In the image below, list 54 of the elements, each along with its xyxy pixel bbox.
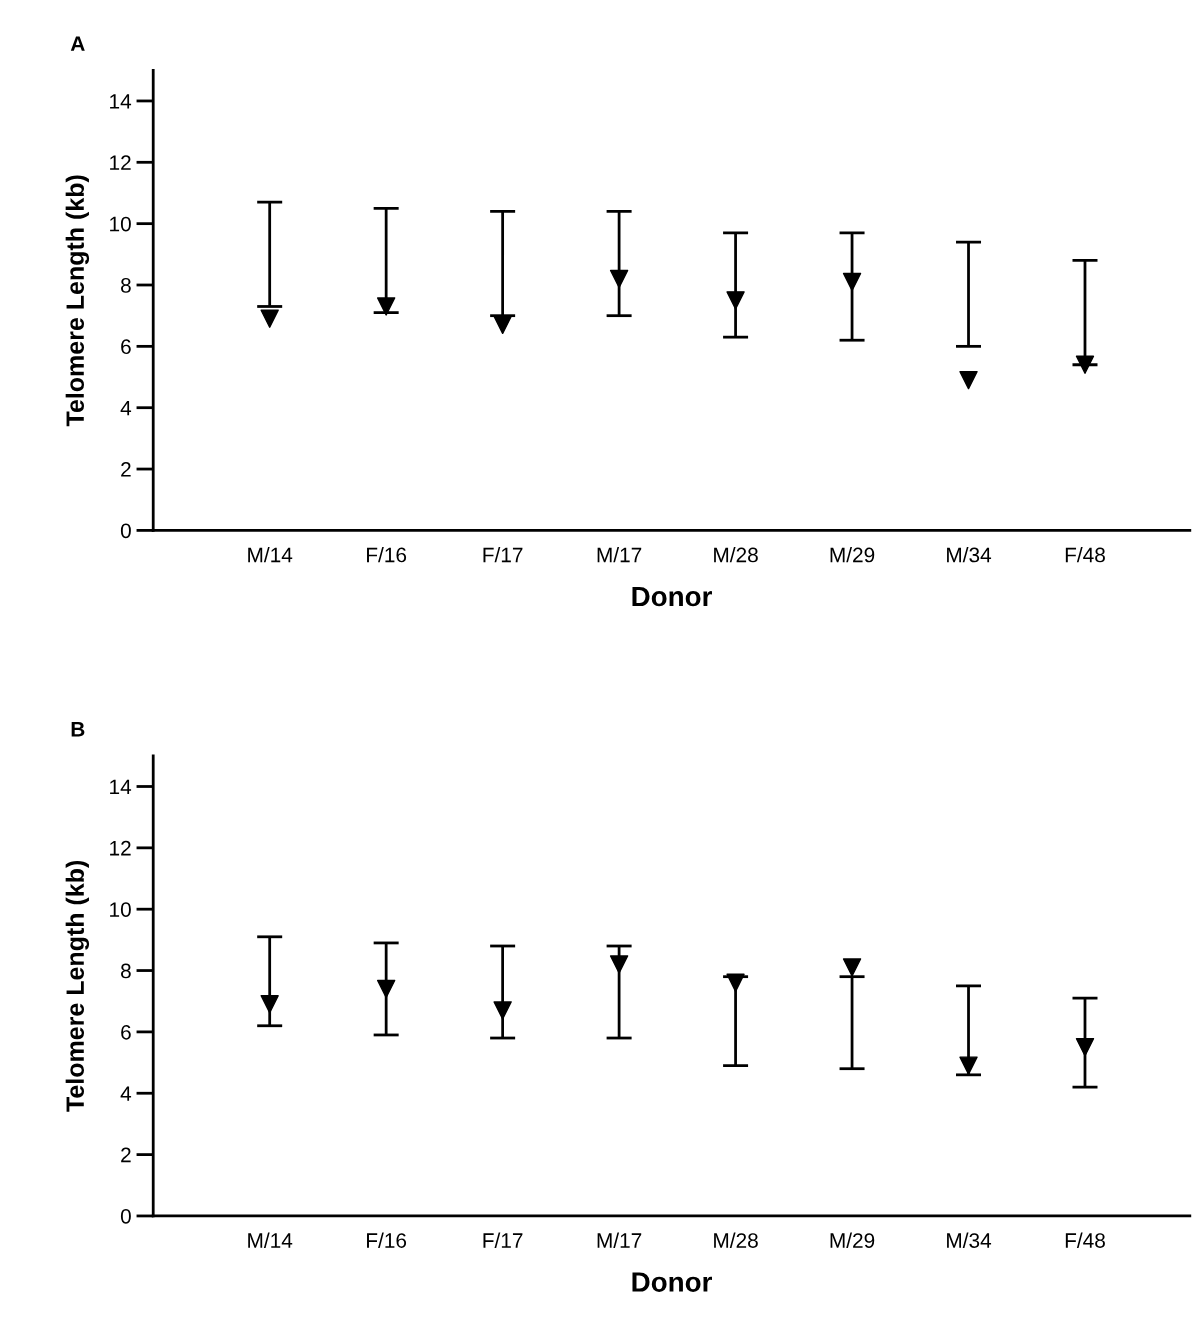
x-tick-label: M/34 bbox=[947, 547, 992, 563]
point bbox=[260, 995, 279, 1014]
point bbox=[376, 979, 396, 999]
y-tick-label: 8 bbox=[121, 278, 131, 293]
x-tick-label: M/28 bbox=[714, 1232, 758, 1248]
x-tick-label: F/17 bbox=[483, 1232, 523, 1248]
x-tick-label: F/48 bbox=[1065, 1232, 1105, 1248]
y-tick-label: 2 bbox=[121, 462, 131, 477]
y-tick-label: 8 bbox=[121, 963, 131, 979]
x-tick-label: F/17 bbox=[483, 547, 523, 563]
point bbox=[609, 269, 629, 289]
x-axis-title: Donor bbox=[632, 1272, 712, 1292]
y-tick-label: 0 bbox=[120, 523, 131, 539]
y-tick-label: 10 bbox=[110, 216, 131, 232]
x-tick-label: M/17 bbox=[597, 1232, 642, 1248]
point bbox=[842, 272, 862, 292]
point bbox=[959, 370, 978, 390]
x-tick-label: M/34 bbox=[947, 1232, 992, 1248]
x-tick-label: F/16 bbox=[367, 547, 407, 563]
point bbox=[260, 309, 279, 328]
y-axis-title: Telomere Length (kb) bbox=[65, 860, 90, 1112]
point bbox=[726, 973, 745, 993]
y-tick-label: 12 bbox=[110, 840, 131, 856]
x-tick-label: M/29 bbox=[830, 547, 875, 563]
x-tick-label: F/48 bbox=[1065, 547, 1105, 563]
point bbox=[726, 291, 745, 310]
x-tick-label: M/28 bbox=[714, 547, 758, 563]
y-tick-label: 2 bbox=[121, 1147, 131, 1163]
y-tick-label: 6 bbox=[121, 339, 131, 355]
y-tick-label: 6 bbox=[121, 1024, 131, 1040]
chart-title: A bbox=[70, 36, 85, 51]
point bbox=[609, 955, 629, 974]
point bbox=[1075, 355, 1095, 374]
point bbox=[493, 315, 512, 335]
x-tick-label: M/17 bbox=[597, 547, 642, 563]
point bbox=[376, 297, 396, 316]
point bbox=[842, 958, 862, 977]
chart-title: B bbox=[71, 722, 85, 737]
x-axis-title: Donor bbox=[632, 586, 712, 607]
y-tick-label: 14 bbox=[110, 779, 132, 795]
y-tick-label: 10 bbox=[110, 902, 131, 917]
x-tick-label: M/14 bbox=[248, 1232, 293, 1248]
y-tick-label: 14 bbox=[110, 94, 132, 109]
y-tick-label: 4 bbox=[120, 1086, 132, 1101]
y-tick-label: 0 bbox=[120, 1208, 131, 1224]
y-tick-label: 4 bbox=[120, 400, 132, 416]
point bbox=[493, 1001, 512, 1020]
x-tick-label: F/16 bbox=[367, 1232, 407, 1248]
y-axis-title: Telomere Length (kb) bbox=[65, 175, 90, 427]
x-tick-label: M/29 bbox=[830, 1232, 875, 1248]
y-tick-label: 12 bbox=[110, 155, 131, 170]
point bbox=[1075, 1038, 1095, 1057]
x-tick-label: M/14 bbox=[248, 547, 293, 563]
point bbox=[959, 1056, 978, 1075]
